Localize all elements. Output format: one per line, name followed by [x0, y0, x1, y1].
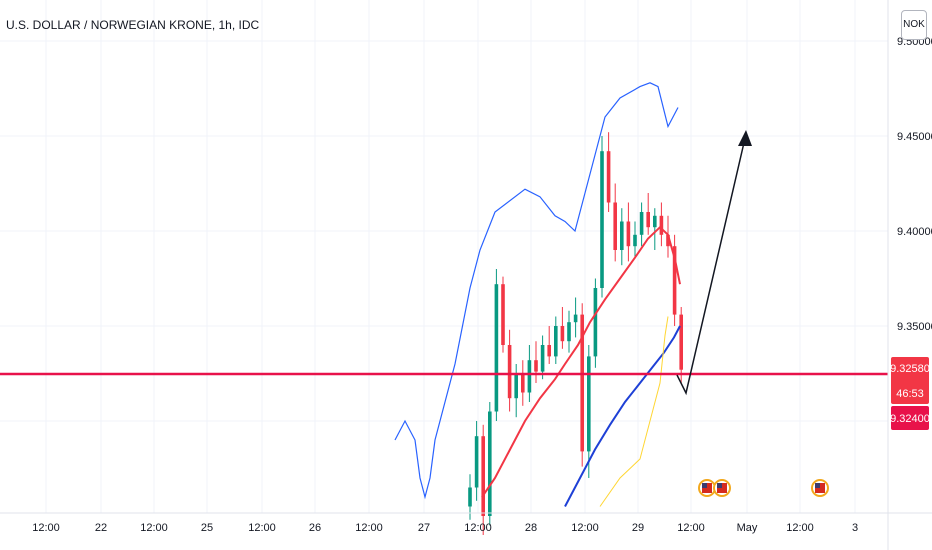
price-badges: 9.32580 46:53 9.32400: [890, 357, 930, 430]
candle-body: [521, 373, 525, 393]
x-tick-label: 12:00: [32, 522, 60, 534]
candlestick-series: [468, 132, 683, 535]
candle-body: [679, 314, 683, 370]
candle-body: [606, 151, 611, 203]
line-price-badge: [891, 406, 929, 430]
ma-yellow-line: [599, 316, 669, 507]
flag-canton: [702, 483, 707, 488]
us-flag-event-icon: [811, 479, 829, 497]
bollinger-upper-line: [394, 82, 679, 500]
arrow-line: [676, 133, 747, 396]
candle-body: [573, 314, 578, 323]
grid-lines: [0, 0, 888, 513]
candle-body: [633, 234, 637, 247]
x-tick-label: 12:00: [464, 522, 492, 534]
candle-body: [587, 356, 591, 452]
y-tick-label: 9.35000: [897, 321, 932, 333]
candle-body: [659, 215, 664, 235]
candle-body: [653, 215, 657, 228]
candle-body: [468, 487, 472, 507]
x-tick-label: 25: [201, 522, 213, 534]
flag-canton: [717, 483, 722, 488]
candle-body: [613, 202, 617, 250]
us-flag-event-icon: [698, 479, 716, 497]
flag-canton: [815, 483, 820, 488]
candle-body: [481, 436, 485, 516]
x-tick-label: 29: [632, 522, 644, 534]
candle-body: [593, 288, 598, 357]
economic-events[interactable]: [698, 479, 829, 497]
x-tick-label: 12:00: [571, 522, 599, 534]
bollinger-band: [394, 82, 679, 500]
candle-body: [666, 234, 670, 247]
moving-averages: [481, 225, 681, 507]
candle-body: [534, 360, 538, 372]
y-tick-label: 9.45000: [897, 131, 932, 143]
ma-slow-line: [564, 325, 681, 507]
arrow-head: [738, 130, 752, 146]
candle-body: [620, 221, 624, 250]
candle-body: [547, 345, 551, 357]
x-tick-label: 28: [525, 522, 537, 534]
x-tick-label: May: [737, 522, 758, 534]
x-tick-label: 27: [418, 522, 430, 534]
x-axis: 12:00 22 12:00 25 12:00 26 12:00 27 12:00 28 12:00…: [0, 512, 932, 534]
x-tick-label: 12:00: [786, 522, 814, 534]
x-tick-label: 12:00: [355, 522, 383, 534]
current-price-label: 9.32580: [890, 363, 930, 375]
candle-body: [501, 284, 505, 345]
us-flag-event-icon: [713, 479, 731, 497]
x-tick-label: 12:00: [248, 522, 276, 534]
x-tick-label: 12:00: [140, 522, 168, 534]
x-tick-label: 12:00: [677, 522, 705, 534]
candle-body: [672, 246, 677, 315]
chart-title: U.S. DOLLAR / NORWEGIAN KRONE, 1h, IDC: [6, 18, 260, 32]
candle-body: [567, 322, 571, 342]
candle-body: [540, 345, 545, 372]
current-price-badge: [891, 357, 929, 404]
ma-fast-line: [481, 225, 681, 498]
line-price-label: 9.32400: [890, 413, 930, 425]
candle-body: [646, 212, 650, 228]
candle-body: [488, 411, 492, 516]
x-tick-label: 3: [852, 522, 858, 534]
candle-body: [514, 373, 518, 399]
x-tick-label: 22: [95, 522, 107, 534]
y-axis: 9.500009.450009.400009.35000: [887, 0, 932, 550]
y-tick-label: 9.40000: [897, 226, 932, 238]
countdown-label: 46:53: [896, 388, 924, 400]
candle-body: [600, 151, 604, 288]
candle-body: [626, 221, 631, 247]
x-tick-label: 26: [309, 522, 321, 534]
candle-body: [494, 284, 499, 412]
candle-body: [560, 326, 565, 342]
candle-body: [474, 436, 479, 488]
currency-badge[interactable]: NOK: [901, 10, 927, 40]
candle-body: [554, 326, 558, 357]
candle-body: [527, 360, 532, 393]
candle-body: [639, 212, 644, 235]
candle-body: [507, 345, 512, 399]
candle-body: [580, 314, 584, 452]
projection-arrow[interactable]: [676, 130, 752, 396]
